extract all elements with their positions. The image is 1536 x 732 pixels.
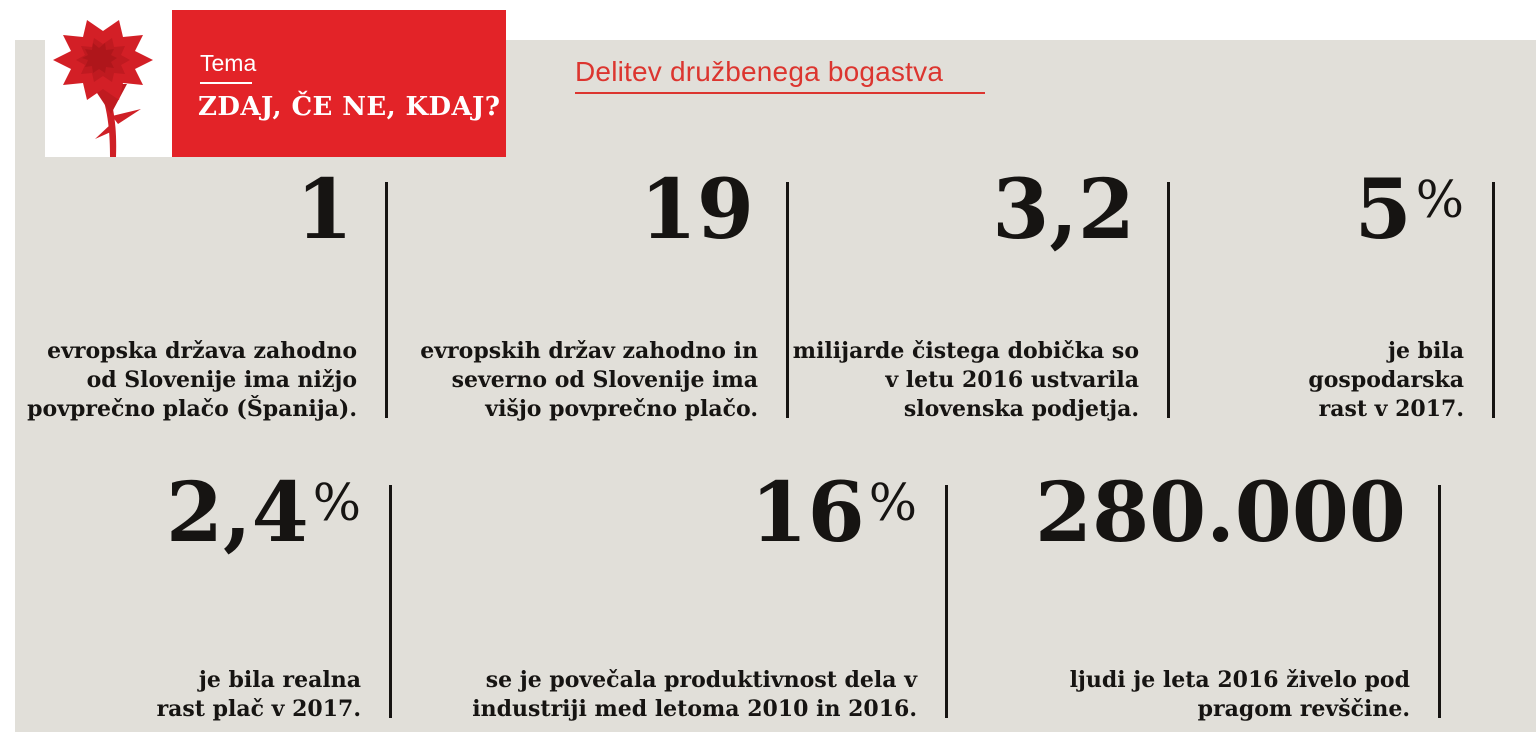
stat-description: evropskih držav zahodno in severno od Sl…: [420, 338, 758, 422]
stat-cell-4: 5% je bila gospodarska rast v 2017.: [1170, 169, 1495, 422]
carnation-flower-icon: [53, 20, 153, 157]
stat-number: 280.000: [1035, 465, 1406, 561]
percent-sign: %: [868, 472, 917, 532]
stat-value: 19: [640, 169, 758, 251]
stat-value: 5%: [1355, 169, 1464, 251]
percent-sign: %: [312, 472, 361, 532]
section-headline: Delitev družbenega bogastva: [575, 57, 985, 94]
stat-cell-1: 1 evropska država zahodno od Slovenije i…: [15, 169, 388, 422]
stat-number: 3,2: [992, 162, 1135, 258]
stat-value: 16%: [751, 472, 917, 554]
stat-description: ljudi je leta 2016 živelo pod pragom rev…: [1069, 667, 1410, 722]
stat-description: se je povečala produktivnost dela v indu…: [472, 667, 917, 722]
stat-cell-2: 19 evropskih držav zahodno in severno od…: [388, 169, 789, 422]
stat-number: 2,4: [165, 465, 309, 561]
stat-cell-7: 280.000 ljudi je leta 2016 živelo pod pr…: [948, 472, 1441, 722]
stat-value: 3,2: [992, 169, 1139, 251]
flower-image-box: [45, 0, 172, 157]
stat-value: 280.000: [1035, 472, 1410, 554]
stat-description: milijarde čistega dobička so v letu 2016…: [792, 338, 1139, 422]
masthead-title: ZDAJ, ČE NE, KDAJ?: [198, 92, 501, 122]
stat-description: je bila realna rast plač v 2017.: [156, 667, 361, 722]
stat-number: 19: [639, 162, 754, 258]
stat-value: 1: [296, 169, 357, 251]
stat-cell-5: 2,4% je bila realna rast plač v 2017.: [15, 472, 392, 722]
section-headline-underline: [575, 92, 985, 94]
stat-cell-3: 3,2 milijarde čistega dobička so v letu …: [789, 169, 1170, 422]
stat-number: 5: [1354, 162, 1412, 258]
stat-description: je bila gospodarska rast v 2017.: [1308, 338, 1464, 422]
tema-label: Tema: [200, 50, 257, 76]
tema-underline: [200, 82, 252, 84]
stat-number: 1: [295, 162, 353, 258]
stat-cell-6: 16% se je povečala produktivnost dela v …: [392, 472, 948, 722]
stat-value: 2,4%: [166, 472, 361, 554]
percent-sign: %: [1415, 169, 1464, 229]
stat-number: 16: [750, 465, 865, 561]
masthead-box: Tema ZDAJ, ČE NE, KDAJ?: [172, 10, 506, 157]
stat-description: evropska država zahodno od Slovenije ima…: [27, 338, 357, 422]
section-headline-text: Delitev družbenega bogastva: [575, 56, 944, 87]
